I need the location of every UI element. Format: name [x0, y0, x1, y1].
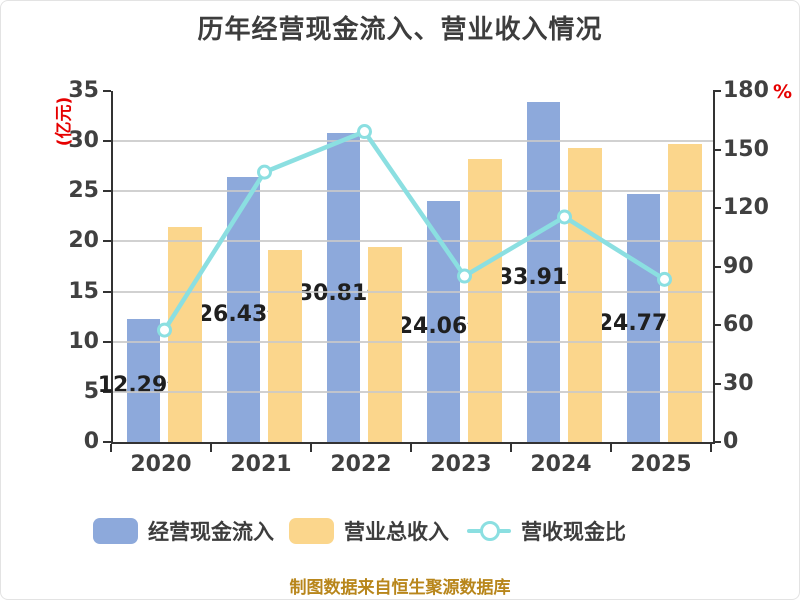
ratio-line-series — [157, 124, 672, 338]
cash-inflow-bar — [127, 318, 160, 442]
right-axis-tick-label: 30 — [723, 370, 754, 396]
gridline — [113, 240, 713, 243]
gridline — [113, 340, 713, 343]
legend-label-revenue: 营业总收入 — [344, 520, 449, 544]
cash-inflow-bar — [327, 133, 360, 442]
x-axis-year-label: 2021 — [230, 452, 292, 477]
right-axis-tick-label: 60 — [723, 312, 754, 337]
bar-label-clip: 26.43亿 — [188, 296, 268, 322]
right-axis-unit-label: % — [773, 81, 793, 103]
cash-inflow-swatch — [93, 518, 138, 544]
gridline — [113, 390, 713, 393]
plot-area: 12.29亿 26.43亿 30.81亿 24.06亿 33.91亿 24.77亿 — [98, 91, 715, 444]
left-axis-tick — [103, 290, 111, 293]
cash-inflow-value-label: 24.06亿 — [397, 314, 468, 335]
x-axis-year-label: 2024 — [530, 452, 592, 477]
left-axis-tick-label: 10 — [68, 328, 99, 354]
left-axis-tick — [103, 390, 111, 393]
right-axis-tick — [713, 382, 721, 385]
gridline — [113, 190, 713, 193]
x-axis-tick — [710, 444, 712, 452]
gridline — [113, 140, 713, 143]
x-axis-tick — [510, 444, 512, 452]
legend-item-revenue[interactable]: 营业总收入 — [289, 516, 449, 546]
bar-label-clip: 24.06亿 — [388, 308, 468, 334]
left-axis-tick-label: 5 — [83, 378, 99, 404]
right-axis-tick — [713, 265, 721, 268]
x-axis-year-label: 2023 — [430, 452, 492, 477]
left-axis-tick — [103, 140, 111, 143]
legend-item-ratio[interactable]: 营收现金比 — [467, 516, 626, 546]
ratio-data-point — [357, 124, 372, 140]
left-axis-tick — [103, 240, 111, 243]
right-axis-tick — [713, 90, 721, 92]
ratio-data-point — [657, 271, 672, 287]
left-axis-tick-label: 0 — [83, 429, 99, 454]
bar-label-clip: 24.77亿 — [588, 305, 668, 331]
cash-inflow-value-label: 12.29亿 — [97, 373, 168, 394]
right-axis-tick — [713, 441, 721, 443]
right-axis-tick — [713, 207, 721, 209]
legend-label-ratio: 营收现金比 — [521, 520, 626, 544]
x-axis-tick — [210, 444, 212, 452]
ratio-line-swatch — [467, 518, 511, 544]
ratio-data-point — [457, 268, 472, 284]
chart-title: 历年经营现金流入、营业收入情况 — [197, 15, 603, 45]
revenue-bar — [568, 148, 602, 442]
right-axis-tick-label: 180 — [723, 78, 769, 103]
x-axis-year-label: 2022 — [330, 452, 392, 477]
revenue-swatch — [289, 518, 334, 544]
right-axis-tick-label: 90 — [723, 253, 754, 279]
ratio-data-point — [557, 209, 572, 225]
bar-label-clip: 33.91亿 — [488, 259, 568, 285]
right-axis-tick — [713, 324, 721, 326]
ratio-data-point — [257, 164, 272, 180]
left-axis-tick-label: 35 — [68, 78, 99, 103]
bar-label-clip: 12.29亿 — [88, 367, 168, 393]
right-axis-tick-label: 150 — [723, 136, 769, 162]
left-axis-tick — [103, 190, 111, 193]
left-axis-tick — [103, 90, 111, 92]
cash-inflow-value-label: 24.77亿 — [597, 310, 668, 331]
left-axis-tick-label: 15 — [68, 278, 99, 304]
left-axis-tick — [103, 340, 111, 343]
x-axis-tick — [610, 444, 612, 452]
cash-inflow-value-label: 33.91亿 — [497, 264, 568, 285]
cash-inflow-bar — [627, 193, 660, 442]
x-axis-year-label: 2020 — [130, 452, 192, 477]
left-axis-tick-label: 20 — [68, 228, 99, 254]
legend: 经营现金流入 营业总收入 营收现金比 — [93, 515, 626, 547]
left-axis-tick — [103, 441, 111, 443]
bar-label-clip: 30.81亿 — [288, 275, 368, 301]
right-axis-tick-label: 120 — [723, 195, 769, 220]
x-axis-tick — [410, 444, 412, 452]
ratio-data-point — [157, 322, 172, 338]
revenue-bar — [168, 227, 202, 442]
x-axis-tick — [110, 444, 112, 452]
legend-item-cash-inflow[interactable]: 经营现金流入 — [93, 516, 274, 546]
right-axis-tick — [713, 148, 721, 151]
data-source-caption: 制图数据来自恒生聚源数据库 — [289, 578, 511, 598]
x-axis-tick — [310, 444, 312, 452]
cash-inflow-value-label: 26.43亿 — [197, 302, 268, 323]
revenue-bar — [368, 247, 402, 442]
cash-inflow-bar — [527, 101, 560, 442]
left-axis-tick-label: 30 — [68, 128, 99, 154]
right-axis-tick-label: 0 — [723, 429, 739, 454]
revenue-bar — [468, 159, 502, 442]
legend-label-cash-inflow: 经营现金流入 — [148, 520, 274, 544]
ratio-marker-icon — [480, 521, 500, 541]
revenue-bar — [268, 250, 302, 442]
left-axis-tick-label: 25 — [68, 178, 99, 204]
cash-inflow-value-label: 30.81亿 — [297, 280, 368, 301]
x-axis-year-label: 2025 — [630, 452, 692, 477]
gridline — [113, 290, 713, 293]
